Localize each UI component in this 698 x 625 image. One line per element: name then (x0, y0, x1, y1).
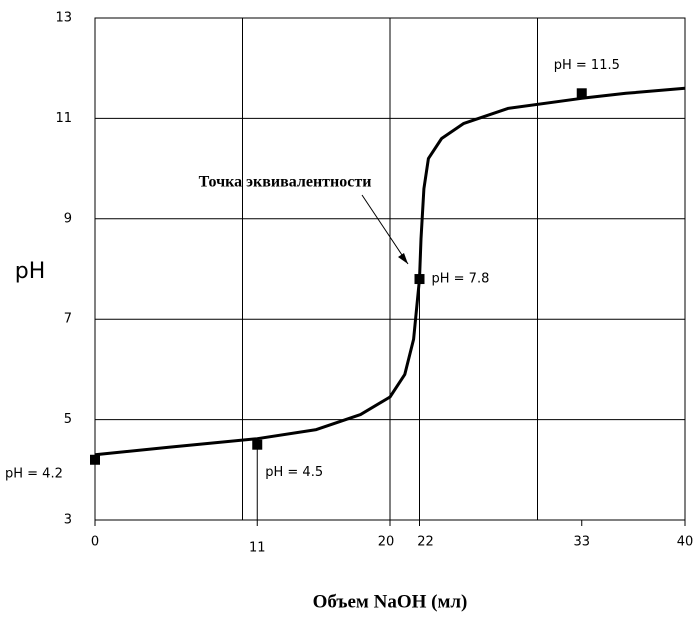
point-label: pH = 7.8 (432, 272, 490, 287)
x-tick-label: 40 (677, 535, 694, 550)
y-tick-label: 11 (55, 111, 72, 126)
point (252, 439, 263, 450)
point-label: pH = 4.2 (5, 466, 63, 481)
point-label: pH = 11.5 (554, 58, 620, 73)
x-tick-label: 22 (417, 535, 434, 550)
y-axis-label: pH (15, 259, 46, 284)
point (414, 274, 425, 285)
x-tick-label: 0 (91, 535, 99, 550)
x-axis-label: Объем NaOH (мл) (313, 591, 468, 612)
y-tick-label: 7 (64, 312, 72, 327)
x-tick-label: 20 (378, 535, 395, 550)
x-tick-label: 33 (573, 535, 590, 550)
y-tick-label: 9 (64, 211, 72, 226)
y-tick-label: 5 (64, 412, 72, 427)
arrow-head (398, 253, 408, 264)
point-label: pH = 4.5 (265, 465, 323, 480)
x-tick-label: 11 (249, 541, 266, 556)
point (90, 454, 100, 465)
annotation: Точка эквивалентности (199, 174, 372, 191)
y-tick-label: 3 (64, 513, 72, 528)
point (576, 88, 587, 99)
y-tick-label: 13 (55, 11, 72, 26)
annotation-arrow (361, 194, 409, 265)
